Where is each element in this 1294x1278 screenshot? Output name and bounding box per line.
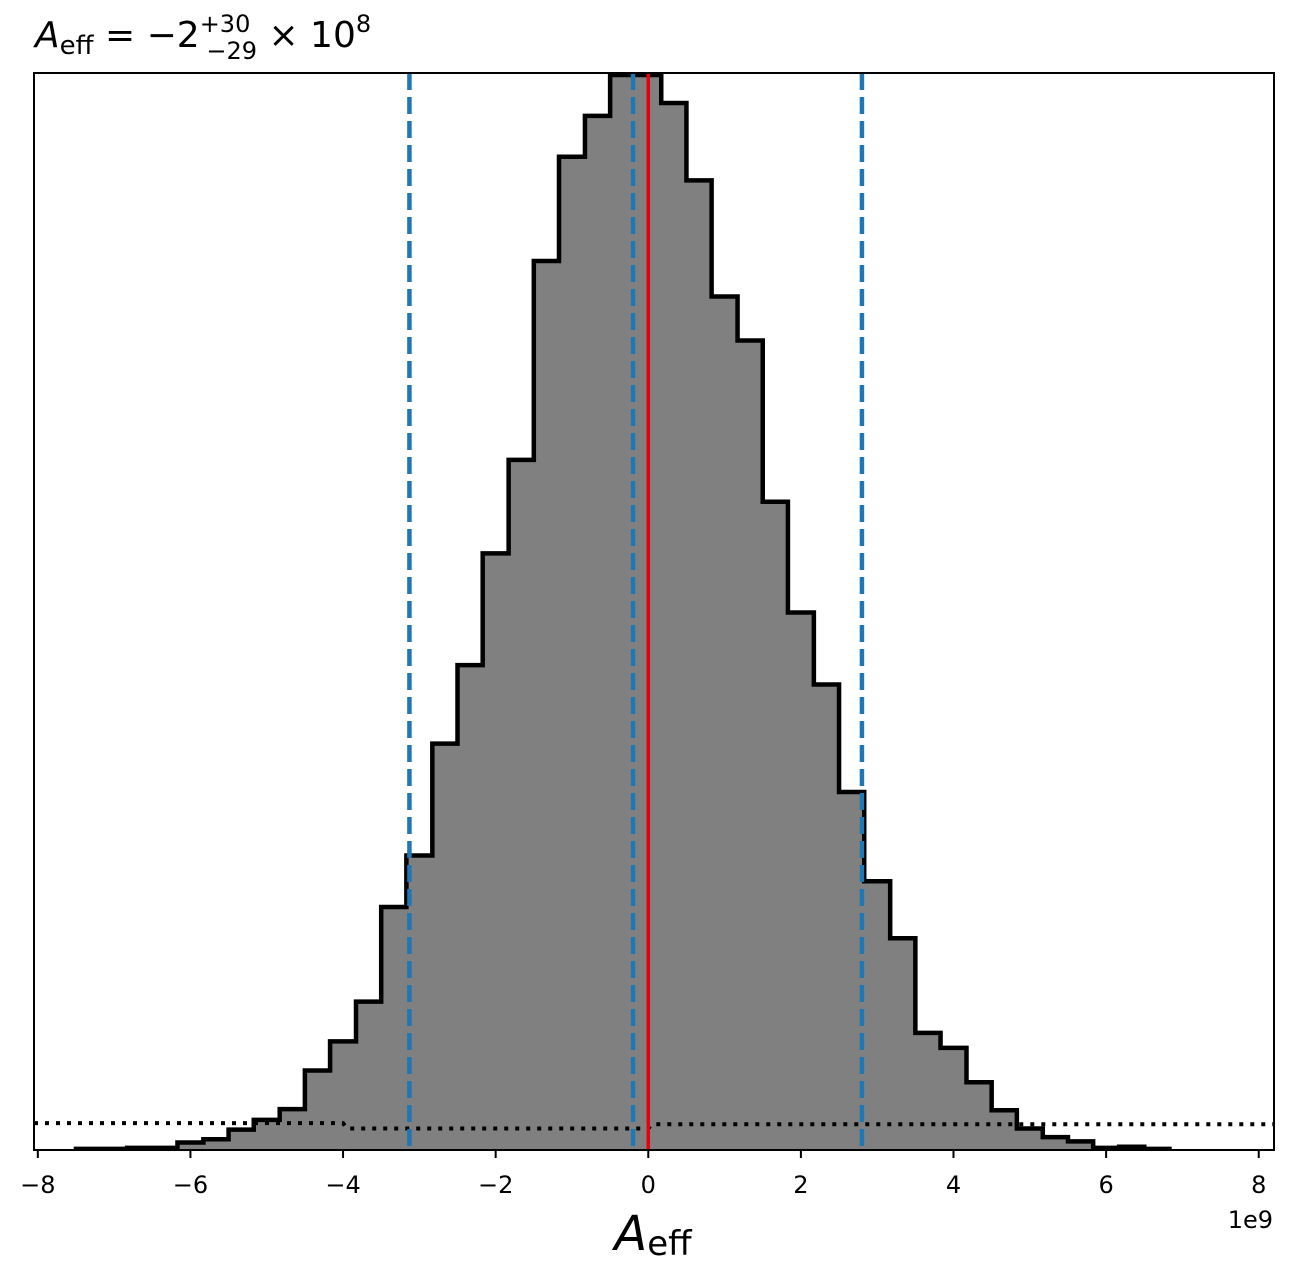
histogram-bar — [508, 459, 535, 1150]
histogram-bar — [762, 501, 789, 1150]
histogram-bar — [356, 1001, 382, 1150]
x-axis-label-sub: eff — [647, 1224, 693, 1264]
axis-offset-label: 1e9 — [1228, 1206, 1273, 1234]
histogram-bar — [482, 553, 510, 1150]
histogram-bar — [1042, 1137, 1069, 1150]
title-exponent: 8 — [356, 10, 371, 38]
histogram-bar — [558, 156, 586, 1150]
histogram-bar — [661, 102, 688, 1150]
x-tick-label: 4 — [946, 1171, 961, 1199]
x-tick-label: −6 — [173, 1171, 208, 1199]
histogram-bar — [1067, 1141, 1094, 1150]
x-tick-label: 8 — [1251, 1171, 1266, 1199]
title-symbol-sub: eff — [60, 31, 95, 61]
plot-area — [33, 72, 1275, 1151]
chart-title: Aeff = −2+30 −29 × 108 — [33, 10, 371, 65]
title-err-minus: −29 — [206, 37, 257, 65]
histogram-bar — [457, 665, 484, 1150]
histogram-bar — [228, 1129, 255, 1150]
x-tick-label: −4 — [325, 1171, 360, 1199]
plot-frame — [33, 72, 1275, 1151]
x-tick-label: 0 — [641, 1171, 656, 1199]
histogram-bar — [737, 340, 764, 1150]
histogram-bar — [279, 1109, 306, 1150]
x-tick-label: 2 — [793, 1171, 808, 1199]
histogram-bar — [381, 907, 407, 1150]
x-tick-labels: −8 −6 −4 −2 0 2 4 6 8 — [20, 1150, 1266, 1199]
histogram-bar — [1016, 1128, 1044, 1150]
histogram-bar — [304, 1070, 331, 1150]
histogram-bar — [991, 1110, 1018, 1150]
histogram-bar — [864, 881, 891, 1150]
x-tick-label: −8 — [20, 1171, 55, 1199]
plot-content — [34, 73, 1274, 1150]
x-tick-label: 6 — [1098, 1171, 1113, 1199]
x-axis-label-symbol: A — [611, 1206, 647, 1262]
histogram-bar — [686, 180, 713, 1150]
title-times: × 10 — [257, 15, 356, 56]
histogram-bar — [940, 1047, 968, 1150]
title-equals: = −2 — [94, 15, 200, 56]
histogram-bar — [915, 1032, 942, 1150]
prior-curve — [34, 1121, 1274, 1131]
histogram-bar — [584, 115, 611, 1150]
histogram-bar — [330, 1041, 357, 1150]
histogram-bar — [177, 1142, 205, 1150]
histogram-bar — [890, 938, 916, 1150]
histogram-bar — [533, 260, 560, 1150]
x-axis-label: Aeff — [611, 1206, 693, 1264]
histogram-bar — [203, 1139, 230, 1150]
title-err-plus: +30 — [200, 10, 251, 38]
x-tick-label: −2 — [478, 1171, 513, 1199]
histogram-outline — [73, 73, 1172, 1150]
histogram-bar — [966, 1082, 993, 1150]
title-symbol: A — [33, 15, 60, 56]
histogram-bar — [711, 296, 739, 1150]
histogram-bar — [813, 684, 840, 1150]
histogram-bar — [432, 743, 459, 1150]
histogram-bar — [787, 612, 815, 1150]
